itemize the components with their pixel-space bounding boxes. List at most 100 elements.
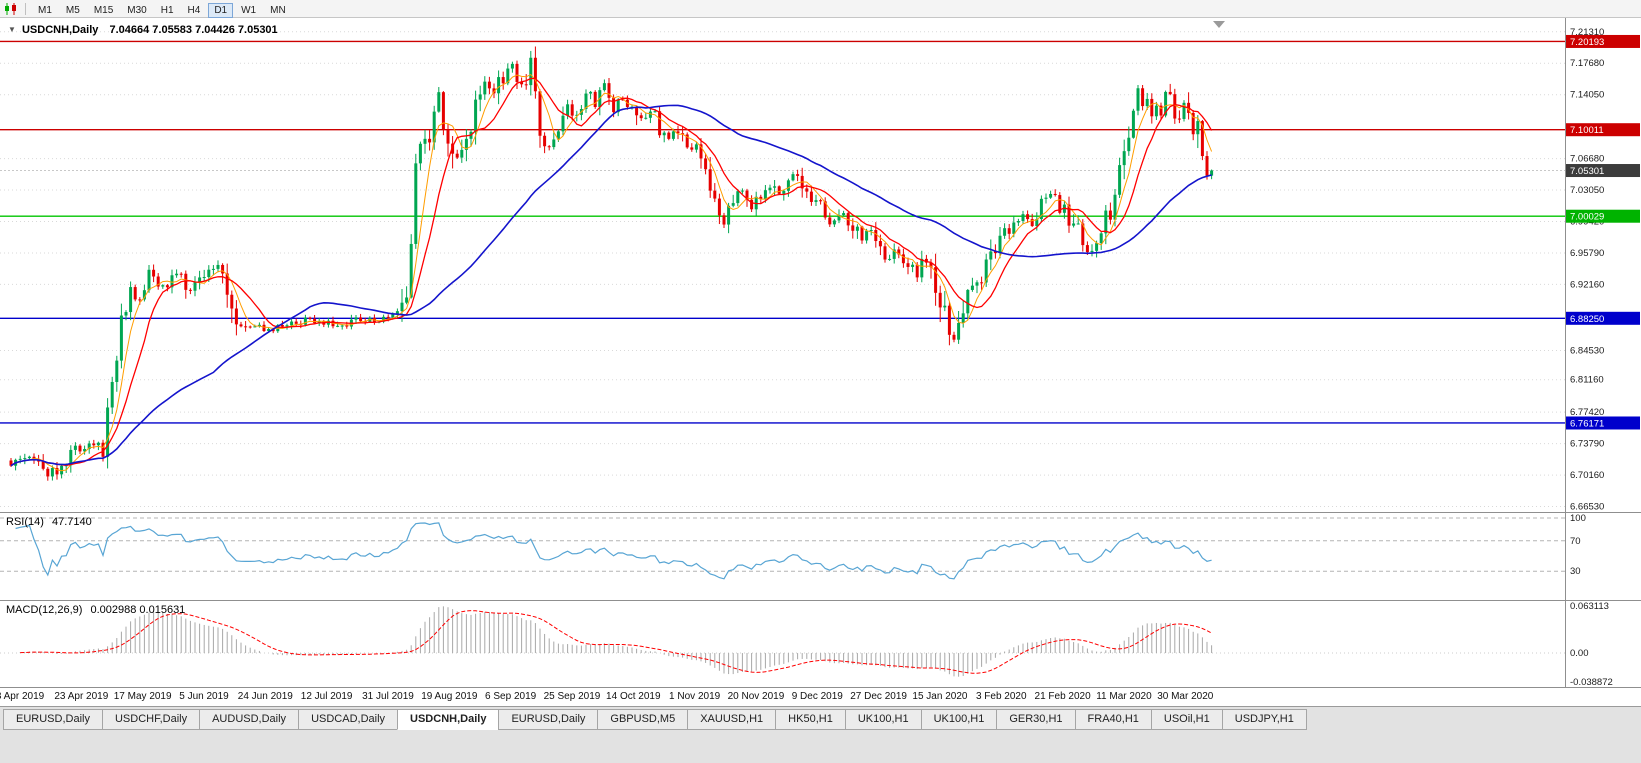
- chart-tab-ger30-h1[interactable]: GER30,H1: [996, 709, 1076, 730]
- chart-tab-fra40-h1[interactable]: FRA40,H1: [1074, 709, 1152, 730]
- price-tag-label: 7.20193: [1570, 37, 1604, 48]
- date-axis-label: 21 Feb 2020: [1034, 691, 1091, 702]
- date-axis-label: 12 Jul 2019: [300, 691, 353, 702]
- rsi-axis-label: 70: [1570, 536, 1581, 547]
- timeframe-button-d1[interactable]: D1: [208, 2, 234, 18]
- price-axis-label: 6.77420: [1570, 407, 1604, 418]
- price-axis-label: 7.17680: [1570, 58, 1604, 69]
- date-axis-label: 19 Aug 2019: [421, 691, 478, 702]
- chart-tab-bar: EURUSD,Daily USDCHF,Daily AUDUSD,Daily USDC…: [0, 706, 1641, 763]
- price-tag: [1566, 416, 1640, 430]
- rsi-line: [15, 522, 1212, 580]
- horizontal-level-lines[interactable]: [0, 40, 1565, 424]
- price-tag: [1566, 34, 1640, 48]
- price-tag: [1566, 123, 1640, 137]
- macd-axis-label: 0.063113: [1570, 601, 1609, 612]
- chart-tab-audusd-daily[interactable]: AUDUSD,Daily: [199, 709, 300, 730]
- rsi-chart-canvas[interactable]: 100 70 30: [0, 512, 1641, 600]
- date-axis-label: 11 Mar 2020: [1096, 691, 1152, 702]
- price-axis-label: 6.81160: [1570, 375, 1604, 386]
- date-axis-label: 30 Mar 2020: [1157, 691, 1214, 702]
- chart-tab-usdchf-daily[interactable]: USDCHF,Daily: [101, 709, 201, 730]
- date-axis-label: 1 Nov 2019: [669, 691, 721, 702]
- price-axis-label: 6.66530: [1570, 502, 1604, 512]
- rsi-current-value: 47.7140: [51, 516, 92, 528]
- chart-shift-marker[interactable]: [1213, 21, 1225, 28]
- ma-line-45: [10, 104, 1212, 467]
- price-tag: [1566, 164, 1640, 178]
- macd-axis-label: -0.038872: [1570, 677, 1613, 688]
- chart-tab-uk100-h1[interactable]: UK100,H1: [844, 709, 922, 730]
- date-axis-label: 23 Apr 2019: [54, 691, 109, 702]
- rsi-pane[interactable]: RSI(14) 47.7140 100 70 30: [0, 512, 1641, 600]
- chart-tab-usdjpy-h1[interactable]: USDJPY,H1: [1221, 709, 1307, 730]
- date-axis-label: 24 Jun 2019: [237, 691, 293, 702]
- price-axis-label: 6.84530: [1570, 346, 1604, 357]
- price-axis-label: 6.73790: [1570, 439, 1604, 450]
- price-tag: [1566, 311, 1640, 325]
- macd-histogram: [19, 606, 1213, 677]
- timeframe-button-m5[interactable]: M5: [65, 4, 80, 16]
- timeframe-button-mn[interactable]: MN: [270, 4, 286, 16]
- date-axis-label: 15 Jan 2020: [912, 691, 968, 702]
- timeframe-button-m30[interactable]: M30: [127, 4, 147, 16]
- price-axis-label: 6.70160: [1570, 470, 1604, 481]
- timeframe-button-w1[interactable]: W1: [241, 4, 257, 16]
- chart-tab-eurusd-daily[interactable]: EURUSD,Daily: [498, 709, 599, 730]
- date-axis-label: 17 May 2019: [113, 691, 172, 702]
- one-click-trading-toggle[interactable]: ▼: [8, 25, 16, 34]
- price-axis-label: 7.03050: [1570, 185, 1604, 196]
- price-tag: [1566, 209, 1640, 223]
- chart-tab-usoil-h1[interactable]: USOil,H1: [1150, 709, 1223, 730]
- chart-tab-eurusd-daily[interactable]: EURUSD,Daily: [3, 709, 103, 730]
- timeframe-button-m15[interactable]: M15: [93, 4, 114, 16]
- price-chart-canvas[interactable]: 7.213107.176807.140507.066807.030506.994…: [0, 18, 1641, 512]
- macd-current-values: 0.002988 0.015631: [90, 604, 186, 616]
- candlestick-chart-icon[interactable]: [4, 2, 20, 15]
- chart-tab-uk100-h1[interactable]: UK100,H1: [920, 709, 998, 730]
- timeframe-button-h1[interactable]: H1: [160, 4, 174, 16]
- price-axis-label: 6.95790: [1570, 248, 1604, 259]
- date-axis-label: 14 Oct 2019: [606, 691, 661, 702]
- chart-tab-gbpusd-m5[interactable]: GBPUSD,M5: [597, 709, 689, 730]
- price-axis-tags: 7.20193 7.10011 7.05301 7.00029 6.88250 6.761…: [1566, 34, 1640, 430]
- price-tag-label: 7.05301: [1570, 166, 1604, 177]
- date-axis-label: 27 Dec 2019: [850, 691, 907, 702]
- price-tag-label: 6.76171: [1570, 418, 1604, 429]
- date-axis-label: 3 Apr 2019: [0, 691, 45, 702]
- macd-pane[interactable]: MACD(12,26,9) 0.002988 0.015631 0.063113…: [0, 600, 1641, 688]
- chart-tab-usdcad-daily[interactable]: USDCAD,Daily: [298, 709, 399, 730]
- date-axis-label: 5 Jun 2019: [179, 691, 229, 702]
- chart-title: ▼ USDCNH,Daily 7.04664 7.05583 7.04426 7…: [8, 24, 278, 36]
- price-pane[interactable]: ▼ USDCNH,Daily 7.04664 7.05583 7.04426 7…: [0, 18, 1641, 512]
- price-tag-label: 6.88250: [1570, 314, 1604, 325]
- price-axis-label: 6.92160: [1570, 279, 1604, 290]
- macd-indicator-label: MACD(12,26,9) 0.002988 0.015631: [6, 604, 185, 616]
- timeframe-button-m1[interactable]: M1: [38, 4, 52, 16]
- ohlc-values: 7.04664 7.05583 7.04426 7.05301: [109, 24, 278, 36]
- rsi-axis-label: 30: [1570, 566, 1581, 577]
- macd-signal-line: [20, 610, 1212, 674]
- timeframe-button-h4[interactable]: H4: [187, 4, 201, 16]
- candles: [9, 46, 1214, 481]
- macd-name: MACD(12,26,9): [6, 604, 83, 616]
- rsi-name: RSI(14): [6, 516, 44, 528]
- price-tag-label: 7.00029: [1570, 212, 1604, 223]
- chart-tab-hk50-h1[interactable]: HK50,H1: [775, 709, 846, 730]
- timeframe-buttons: M1 M5 M15 M30 H1 H4 D1 W1 MN: [31, 0, 293, 18]
- date-axis: 3 Apr 2019 23 Apr 2019 17 May 2019 5 Jun 20…: [0, 688, 1641, 706]
- price-axis-label: 7.14050: [1570, 90, 1604, 101]
- chart-symbol-period: USDCNH,Daily: [21, 24, 99, 36]
- chart-tab-xauusd-h1[interactable]: XAUUSD,H1: [687, 709, 777, 730]
- date-axis-label: 6 Sep 2019: [485, 691, 537, 702]
- macd-chart-canvas[interactable]: 0.063113 0.00 -0.038872: [0, 600, 1641, 688]
- date-axis-label: 31 Jul 2019: [362, 691, 414, 702]
- chart-tab-usdcnh-daily[interactable]: USDCNH,Daily: [397, 709, 500, 730]
- date-axis-label: 20 Nov 2019: [727, 691, 785, 702]
- date-axis-label: 3 Feb 2020: [975, 691, 1027, 702]
- price-grid: 7.213107.176807.140507.066807.030506.994…: [0, 27, 1604, 512]
- top-toolbar: M1 M5 M15 M30 H1 H4 D1 W1 MN: [0, 0, 1641, 18]
- date-axis-label: 9 Dec 2019: [791, 691, 843, 702]
- rsi-indicator-label: RSI(14) 47.7140: [6, 516, 92, 528]
- date-axis-label: 25 Sep 2019: [543, 691, 601, 702]
